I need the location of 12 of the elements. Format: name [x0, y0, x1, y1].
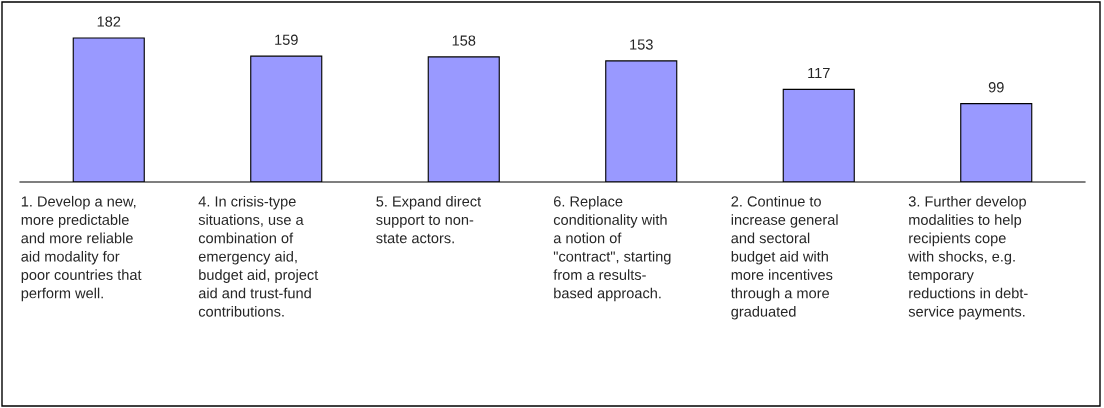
- data-label: 182: [97, 16, 121, 27]
- data-label: 159: [275, 34, 298, 45]
- data-label: 117: [808, 67, 830, 79]
- data-label: 99: [988, 82, 1004, 93]
- x-tick-label: 3. Further develop modalities to help recipients cope with shocks, e.g. temporary reductions in debt- service payments.: [908, 195, 1028, 320]
- data-label: 158: [452, 35, 476, 46]
- x-tick-label: 1. Develop a new, more predictable and more reliable aid modality for poor countries that perform well.: [21, 195, 142, 302]
- data-label: 153: [630, 39, 653, 50]
- x-tick-label: 4. In crisis-type situations, use a combination of emergency aid, budget aid, project aid and trust-fund contributions.: [198, 195, 319, 317]
- x-tick-label: 6. Replace conditionality with a notion of "contract", starting from a results- based approach.: [553, 195, 671, 302]
- x-tick-label: 2. Continue to increase general and sectoral budget aid with more incentives through a more graduated: [730, 195, 838, 320]
- x-tick-label: 5. Expand direct support to non- state actors.: [376, 195, 482, 244]
